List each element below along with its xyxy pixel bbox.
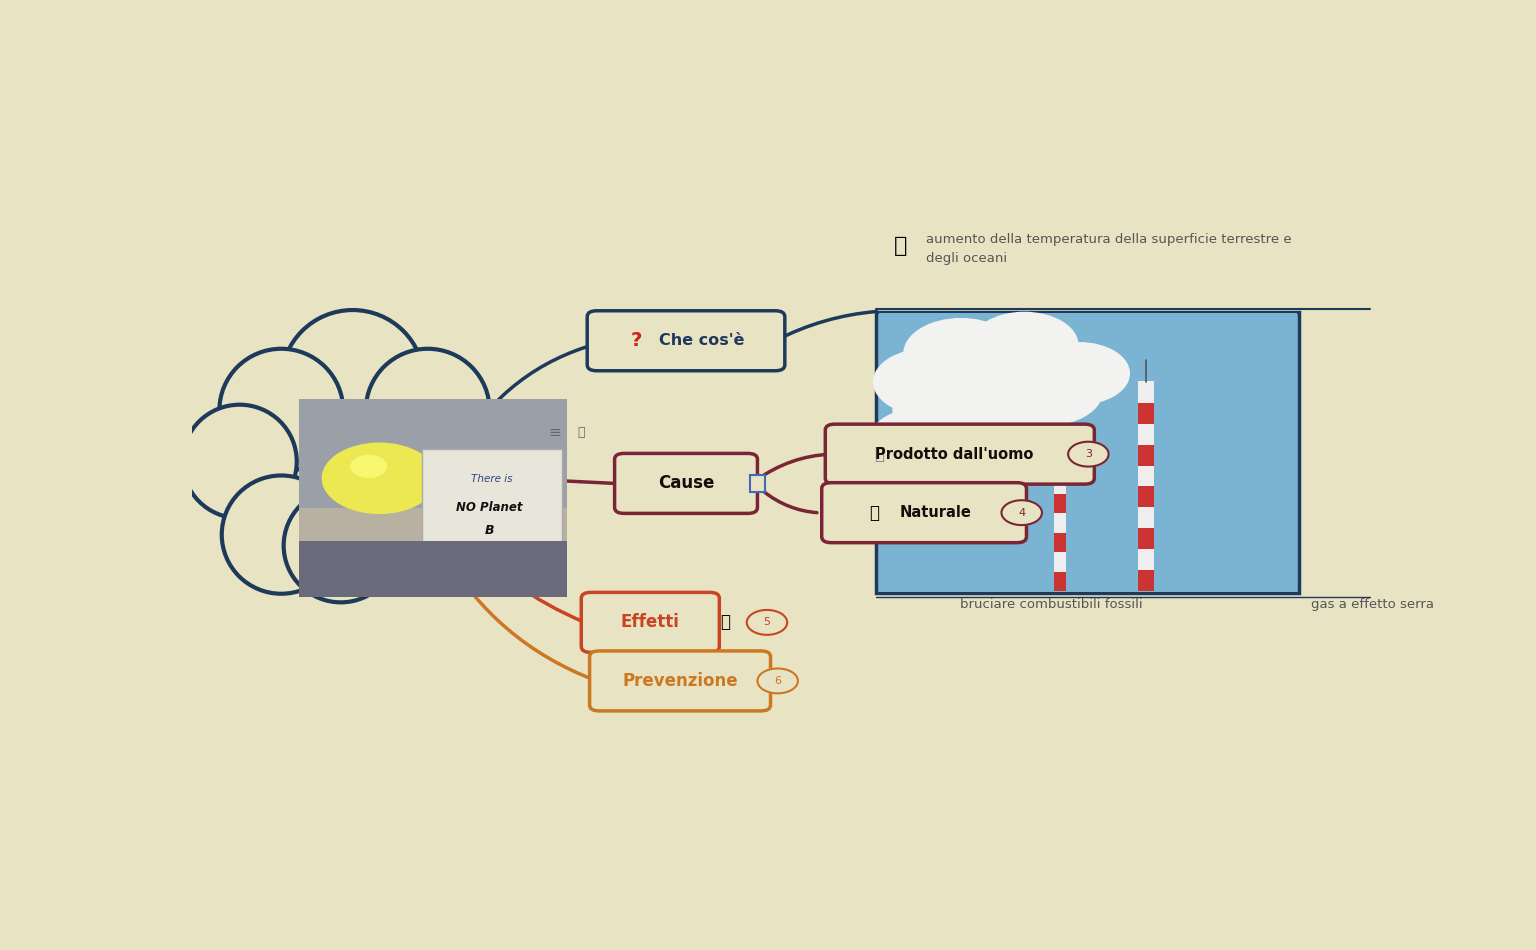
Ellipse shape (412, 405, 527, 519)
Ellipse shape (366, 349, 490, 472)
Ellipse shape (220, 349, 343, 472)
Circle shape (746, 610, 786, 635)
Ellipse shape (284, 489, 398, 602)
Ellipse shape (220, 349, 343, 472)
FancyBboxPatch shape (877, 312, 1299, 593)
Ellipse shape (267, 406, 438, 576)
Ellipse shape (183, 405, 296, 519)
Text: Prodotto dall'uomo: Prodotto dall'uomo (874, 446, 1034, 462)
FancyBboxPatch shape (1054, 532, 1066, 552)
FancyBboxPatch shape (879, 313, 1296, 592)
Text: gas a effetto serra: gas a effetto serra (1312, 598, 1435, 611)
Ellipse shape (366, 349, 490, 472)
Text: 🌍: 🌍 (720, 614, 730, 632)
FancyBboxPatch shape (1138, 527, 1154, 549)
Text: 3: 3 (1084, 449, 1092, 459)
Circle shape (1068, 442, 1109, 466)
Text: 👤: 👤 (874, 446, 883, 464)
Circle shape (932, 330, 1057, 406)
Text: bruciare combustibili fossili: bruciare combustibili fossili (960, 598, 1143, 611)
Circle shape (971, 313, 1078, 378)
Ellipse shape (412, 405, 527, 519)
Text: Effetti: Effetti (621, 614, 680, 632)
FancyBboxPatch shape (1138, 485, 1154, 507)
Text: Che cos'è: Che cos'è (659, 333, 745, 349)
Circle shape (911, 394, 1054, 483)
Text: There is: There is (472, 474, 513, 484)
Ellipse shape (359, 476, 478, 594)
FancyBboxPatch shape (1138, 506, 1154, 528)
Circle shape (1029, 343, 1129, 404)
FancyBboxPatch shape (300, 399, 567, 508)
Ellipse shape (341, 398, 484, 540)
Text: Naturale: Naturale (900, 505, 972, 521)
FancyBboxPatch shape (587, 311, 785, 371)
Circle shape (946, 361, 1077, 442)
FancyBboxPatch shape (1138, 402, 1154, 424)
Text: B: B (485, 523, 495, 537)
Circle shape (350, 455, 387, 478)
Ellipse shape (221, 398, 364, 540)
Ellipse shape (284, 489, 398, 602)
FancyBboxPatch shape (1054, 435, 1066, 455)
Circle shape (892, 373, 1012, 446)
FancyBboxPatch shape (614, 453, 757, 513)
Text: 5: 5 (763, 618, 771, 627)
Ellipse shape (260, 362, 445, 546)
Ellipse shape (281, 310, 424, 452)
FancyBboxPatch shape (822, 483, 1026, 542)
FancyBboxPatch shape (581, 593, 719, 653)
Text: ?: ? (630, 332, 642, 351)
Ellipse shape (359, 476, 478, 594)
FancyBboxPatch shape (300, 542, 567, 597)
Circle shape (894, 430, 985, 485)
Circle shape (920, 436, 1020, 497)
FancyBboxPatch shape (422, 449, 562, 551)
Text: ⧉: ⧉ (578, 426, 585, 439)
Text: 🌍: 🌍 (869, 504, 879, 522)
FancyBboxPatch shape (1138, 444, 1154, 466)
Text: 🔥: 🔥 (894, 236, 906, 256)
FancyBboxPatch shape (1138, 548, 1154, 570)
FancyBboxPatch shape (1138, 569, 1154, 591)
FancyBboxPatch shape (1054, 455, 1066, 475)
Circle shape (871, 409, 966, 467)
FancyBboxPatch shape (1054, 493, 1066, 514)
Circle shape (1001, 501, 1041, 525)
Ellipse shape (183, 405, 296, 519)
FancyBboxPatch shape (825, 424, 1094, 484)
Circle shape (757, 669, 797, 694)
Circle shape (988, 355, 1103, 426)
Ellipse shape (221, 476, 341, 594)
Text: 6: 6 (774, 675, 782, 686)
FancyBboxPatch shape (1138, 465, 1154, 486)
Text: aumento della temperatura della superficie terrestre e: aumento della temperatura della superfic… (926, 234, 1292, 246)
Ellipse shape (281, 310, 424, 452)
FancyBboxPatch shape (590, 651, 771, 711)
FancyBboxPatch shape (1054, 474, 1066, 494)
Text: 4: 4 (1018, 507, 1025, 518)
FancyBboxPatch shape (1138, 423, 1154, 445)
Text: degli oceani: degli oceani (926, 253, 1008, 265)
FancyBboxPatch shape (750, 475, 765, 492)
Text: ≡: ≡ (548, 425, 562, 440)
Circle shape (903, 318, 1018, 389)
FancyBboxPatch shape (1054, 552, 1066, 572)
FancyBboxPatch shape (300, 399, 567, 597)
Text: NO Planet: NO Planet (456, 501, 522, 514)
Text: Prevenzione: Prevenzione (622, 672, 737, 690)
FancyBboxPatch shape (1138, 381, 1154, 403)
Text: Cause: Cause (657, 474, 714, 492)
Circle shape (874, 349, 982, 415)
FancyBboxPatch shape (1054, 513, 1066, 533)
Circle shape (323, 443, 436, 513)
Ellipse shape (221, 476, 341, 594)
FancyBboxPatch shape (1054, 571, 1066, 591)
